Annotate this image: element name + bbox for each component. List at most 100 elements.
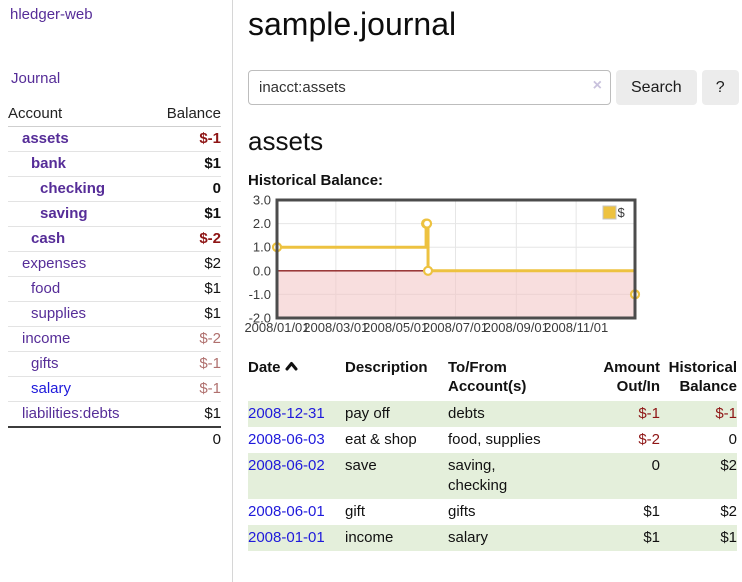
register-col-accounts: To/From Account(s)	[448, 358, 527, 395]
account-row: saving $1	[8, 201, 221, 227]
register-amount-cell: $1	[643, 502, 660, 520]
register-accounts-cell: saving, checking	[448, 456, 508, 494]
transaction-date-link[interactable]: 2008-01-01	[248, 528, 325, 546]
account-balance: $1	[151, 301, 221, 327]
register-amount-cell: $1	[643, 528, 660, 546]
sidebar-account-link[interactable]: salary	[31, 380, 72, 397]
account-balance: $-2	[151, 326, 221, 352]
accounts-total-row: 0	[8, 426, 221, 452]
register-table: Date Description To/From Account(s) Amou…	[248, 356, 737, 551]
svg-text:0.0: 0.0	[253, 263, 271, 278]
accounts-col-balance: Balance	[151, 102, 221, 127]
account-balance: 0	[151, 176, 221, 202]
account-balance: $-2	[151, 226, 221, 252]
account-balance: $-1	[199, 130, 221, 147]
page-title: sample.journal	[248, 6, 457, 42]
account-name-cell: food	[8, 276, 152, 302]
register-accounts-cell: salary	[448, 528, 489, 546]
register-balance-cell: $1	[720, 528, 737, 546]
transaction-date-link[interactable]: 2008-06-02	[248, 456, 325, 474]
sidebar-account-link[interactable]: checking	[40, 180, 106, 197]
transaction-date-link[interactable]: 2008-12-31	[248, 404, 325, 422]
register-description-cell: save	[345, 456, 377, 474]
sidebar-account-link[interactable]: income	[22, 330, 71, 347]
account-name-cell: cash	[8, 226, 152, 252]
register-amount-cell: 0	[651, 456, 660, 474]
sidebar-account-link[interactable]: gifts	[31, 355, 59, 372]
register-description-cell: eat & shop	[345, 430, 417, 448]
sidebar-account-link[interactable]: bank	[31, 155, 67, 172]
account-name-cell: salary	[8, 376, 152, 402]
sidebar-account-link[interactable]: supplies	[31, 305, 87, 322]
register-date-cell: 2008-01-01	[248, 525, 345, 551]
register-date-cell: 2008-06-03	[248, 427, 345, 453]
svg-text:1.0: 1.0	[253, 240, 271, 255]
register-description-cell: income	[345, 528, 394, 546]
account-row: liabilities:debts $1	[8, 401, 221, 427]
chart-title: Historical Balance:	[248, 171, 384, 189]
svg-text:2008/11/01: 2008/11/01	[544, 320, 608, 335]
accounts-total-value: 0	[151, 426, 221, 452]
search-input[interactable]	[248, 70, 611, 105]
register-accounts-cell: food, supplies	[448, 430, 541, 448]
sidebar-item-journal[interactable]: Journal	[11, 70, 61, 87]
svg-text:2008/05/01: 2008/05/01	[363, 320, 428, 335]
account-balance: $-1	[151, 351, 221, 377]
register-balance-cell: $2	[720, 502, 737, 520]
svg-text:2008/09/01: 2008/09/01	[484, 320, 549, 335]
help-button[interactable]: ?	[701, 70, 739, 105]
account-row: salary $-1	[8, 376, 221, 402]
svg-text:3.0: 3.0	[253, 194, 271, 208]
account-row: expenses $2	[8, 251, 221, 277]
register-accounts-cell: gifts	[448, 502, 476, 520]
svg-text:-1.0: -1.0	[249, 287, 271, 302]
register-balance-cell: 0	[728, 430, 737, 448]
sidebar: hledger-web Journal Account Balance asse…	[0, 0, 233, 582]
main-content: sample.journal × Search ? assets Histori…	[244, 0, 742, 551]
svg-text:2008/07/01: 2008/07/01	[423, 320, 488, 335]
svg-text:-2.0: -2.0	[249, 310, 271, 325]
register-row: 2008-01-01 income salary $1 $1	[248, 524, 737, 551]
register-amount-cell: $-1	[638, 404, 660, 422]
register-row: 2008-12-31 pay off debts $-1 $-1	[248, 400, 737, 427]
register-balance-cell: $-1	[715, 404, 737, 422]
app-title-link[interactable]: hledger-web	[10, 6, 93, 23]
register-row: 2008-06-01 gift gifts $1 $2	[248, 499, 737, 525]
sidebar-account-link[interactable]: cash	[31, 230, 66, 247]
register-amount-cell: $-2	[638, 430, 660, 448]
register-date-cell: 2008-06-01	[248, 499, 345, 525]
register-description-cell: gift	[345, 502, 366, 520]
register-col-balance: Historical Balance	[668, 358, 737, 395]
account-name-cell: bank	[8, 151, 152, 177]
accounts-total-spacer	[8, 426, 152, 452]
register-date-cell: 2008-06-02	[248, 453, 345, 499]
account-balance: $1	[151, 151, 221, 177]
clear-search-icon[interactable]: ×	[592, 77, 602, 94]
register-table-body: 2008-12-31 pay off debts $-1 $-1 2008-06-03 ea…	[248, 400, 737, 551]
register-description-cell: pay off	[345, 404, 390, 422]
search-button[interactable]: Search	[616, 70, 697, 105]
accounts-table: Account Balance assets $-1 bank $1 checking 0…	[8, 102, 221, 452]
transaction-date-link[interactable]: 2008-06-03	[248, 430, 325, 448]
account-name-cell: income	[8, 326, 152, 352]
transaction-date-link[interactable]: 2008-06-01	[248, 502, 325, 520]
register-row: 2008-06-03 eat & shop food, supplies $-2 0	[248, 427, 737, 453]
account-name-cell: expenses	[8, 251, 152, 277]
svg-text:2.0: 2.0	[253, 216, 271, 231]
svg-text:2008/03/01: 2008/03/01	[303, 320, 368, 335]
sort-caret-up-icon	[285, 361, 298, 371]
register-col-description: Description	[345, 358, 428, 376]
sidebar-account-link[interactable]: expenses	[22, 255, 87, 272]
sidebar-account-link[interactable]: saving	[40, 205, 88, 222]
sidebar-account-link[interactable]: liabilities:debts	[22, 405, 120, 422]
account-row: bank $1	[8, 151, 221, 177]
account-row: income $-2	[8, 326, 221, 352]
accounts-table-body: assets $-1 bank $1 checking 0 saving $1 cash $-2 e…	[8, 127, 221, 427]
account-name-cell: checking	[8, 176, 152, 202]
sidebar-account-link[interactable]: assets	[22, 130, 69, 147]
svg-text:2008/01/01: 2008/01/01	[244, 320, 309, 335]
sidebar-account-link[interactable]: food	[31, 280, 61, 297]
register-col-date[interactable]: Date	[248, 356, 345, 401]
register-row: 2008-06-02 save saving, checking 0 $2	[248, 452, 737, 499]
account-name-cell: gifts	[8, 351, 152, 377]
